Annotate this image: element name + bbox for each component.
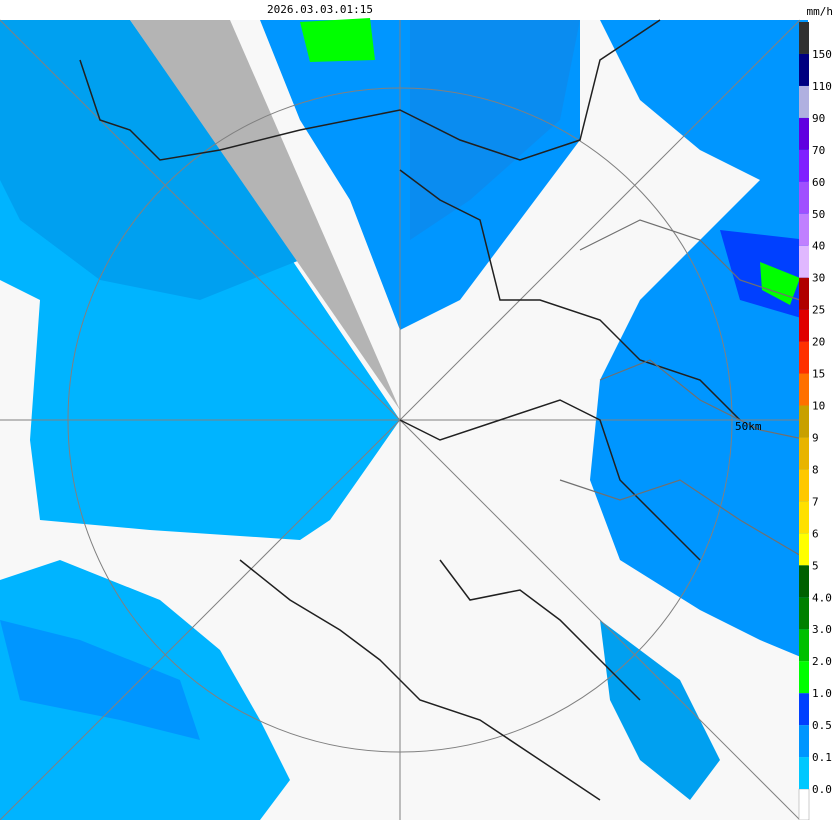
echo-area (760, 262, 800, 305)
radar-map: 50km (0, 18, 809, 821)
legend-label: 30 (812, 272, 825, 285)
blocked-sector (130, 20, 400, 410)
legend-label: 4.0 (812, 591, 832, 604)
legend-label: 90 (812, 112, 825, 125)
legend-label: 9 (812, 431, 819, 444)
legend-label: 8 (812, 463, 819, 476)
legend-band (799, 405, 809, 438)
legend-label: 20 (812, 336, 825, 349)
border-line (399, 169, 741, 421)
legend-label: 70 (812, 144, 825, 157)
border-line (599, 359, 809, 441)
legend-label: 0.0 (812, 783, 832, 796)
legend-band (799, 341, 809, 374)
legend-label: 110 (812, 80, 832, 93)
legend-band (799, 469, 809, 502)
legend-label: 40 (812, 240, 825, 253)
legend-label: 0.5 (812, 719, 832, 732)
legend-band (799, 53, 809, 86)
echo-area (300, 18, 375, 62)
legend-band (799, 309, 809, 342)
legend-label: 0.1 (812, 751, 832, 764)
range-label: 50km (735, 420, 762, 433)
legend-label: 1.0 (812, 687, 832, 700)
legend-label: 10 (812, 400, 825, 413)
legend-band (799, 117, 809, 150)
echo-area (590, 20, 808, 660)
echo-area (600, 620, 720, 800)
legend-band (799, 277, 809, 310)
legend-band (799, 22, 809, 54)
legend-band (799, 629, 809, 662)
echo-area (410, 20, 580, 240)
legend-band (799, 661, 809, 694)
legend-label: 150 (812, 48, 832, 61)
regional-borders (559, 219, 809, 561)
legend-label: 60 (812, 176, 825, 189)
legend-label: 3.0 (812, 623, 832, 636)
border-line (239, 559, 601, 801)
legend-band (799, 725, 809, 758)
legend-band (799, 373, 809, 406)
border-line (559, 479, 809, 561)
echo-area (0, 620, 200, 740)
legend-band (799, 565, 809, 598)
legend-band (799, 213, 809, 246)
legend-band (799, 437, 809, 470)
legend-band (799, 245, 809, 278)
unit-label: mm/h (807, 5, 834, 18)
legend-label: 50 (812, 208, 825, 221)
legend-label: 7 (812, 495, 819, 508)
border-line (79, 19, 661, 161)
legend-band (799, 757, 809, 789)
legend-band (799, 149, 809, 182)
legend-label: 15 (812, 368, 825, 381)
legend-band (798, 788, 810, 821)
timestamp: 2026.03.03.01:15 (267, 3, 373, 16)
legend-label: 5 (812, 559, 819, 572)
echo-area (0, 20, 300, 300)
legend-band (799, 85, 809, 118)
legend-label: 2.0 (812, 655, 832, 668)
border-line (579, 219, 801, 301)
borders (79, 19, 741, 801)
legend-band (799, 501, 809, 534)
legend-band (799, 693, 809, 726)
legend-band (799, 181, 809, 214)
border-line (399, 399, 701, 561)
legend-label: 25 (812, 304, 825, 317)
legend-label: 6 (812, 527, 819, 540)
color-legend: 0.0 0.1 0.5 1.0 2.0 3.0 4.0 5 6 7 8 9 10 15 20 25 30 40 50… (798, 22, 832, 821)
legend-band (799, 597, 809, 630)
legend-band (799, 533, 809, 566)
border-line (439, 559, 641, 701)
